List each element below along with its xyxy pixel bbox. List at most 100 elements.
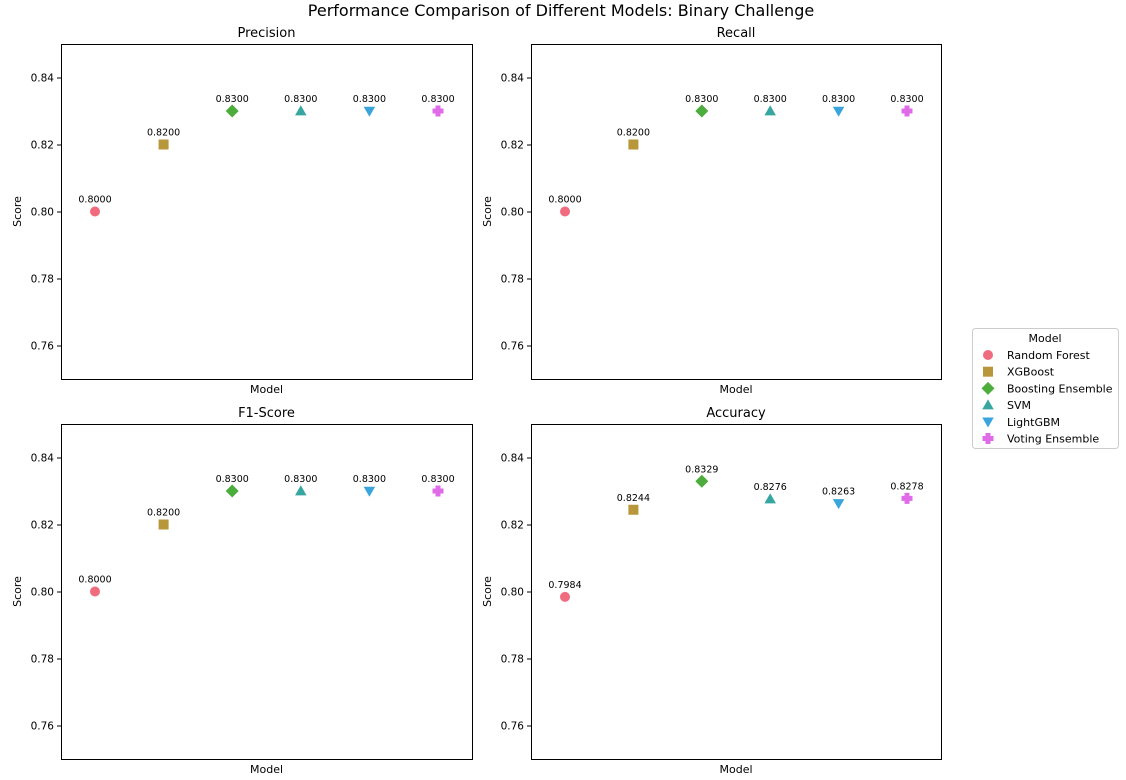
data-point-random-forest <box>90 586 100 597</box>
data-point-lightgbm <box>363 486 376 497</box>
y-axis-label: Score <box>481 576 494 607</box>
plot-frame <box>61 44 473 380</box>
data-point-random-forest <box>560 206 570 217</box>
data-label: 0.8300 <box>353 474 386 485</box>
subplot-title: F1-Score <box>238 406 295 421</box>
y-tick-label: 0.80 <box>501 207 524 219</box>
y-tick-label: 0.78 <box>31 274 54 286</box>
data-point-voting-ensemble <box>432 105 444 117</box>
plot-frame <box>61 424 473 760</box>
y-tick-label: 0.82 <box>501 140 524 152</box>
legend-marker-lightgbm <box>982 417 994 428</box>
data-label: 0.8276 <box>754 482 787 493</box>
subplots: Precision 0.76 0.78 0.80 0.82 0.84 Model Score 0… <box>11 26 942 776</box>
legend-marker-random-forest <box>983 350 993 360</box>
y-tick-label: 0.80 <box>31 587 54 599</box>
y-axis-label: Score <box>11 576 24 607</box>
data-label: 0.8300 <box>216 94 249 105</box>
data-label: 0.8300 <box>353 94 386 105</box>
y-tick-label: 0.84 <box>501 453 525 465</box>
data-label: 0.8278 <box>890 481 923 492</box>
data-label: 0.8300 <box>754 94 787 105</box>
y-tick-label: 0.84 <box>31 453 55 465</box>
data-point-voting-ensemble <box>432 485 444 497</box>
y-tick-label: 0.76 <box>31 721 55 733</box>
y-axis-label: Score <box>11 196 24 227</box>
y-tick-label: 0.84 <box>501 73 525 85</box>
data-point-xgboost <box>628 504 639 515</box>
legend-marker-svm <box>982 399 994 410</box>
data-point-boosting-ensemble <box>225 104 239 118</box>
data-label: 0.8300 <box>685 94 718 105</box>
y-tick-label: 0.76 <box>31 341 55 353</box>
legend-marker-boosting-ensemble <box>981 381 995 395</box>
data-point-xgboost <box>628 139 639 150</box>
legend-item-voting-ensemble: Voting Ensemble <box>1007 433 1099 446</box>
legend-item-svm: SVM <box>1007 399 1031 412</box>
x-axis-label: Model <box>250 383 283 396</box>
data-point-svm <box>764 105 776 116</box>
legend-title: Model <box>1028 332 1061 345</box>
subplot-precision: Precision 0.76 0.78 0.80 0.82 0.84 Model Score 0… <box>11 26 473 396</box>
legend: Model Random Forest XGBoost Boosting Ensemb… <box>972 328 1119 449</box>
subplot-accuracy: Accuracy 0.76 0.78 0.80 0.82 0.84 Model Score 0.… <box>481 406 942 776</box>
subplot-title: Precision <box>237 26 295 41</box>
data-point-voting-ensemble <box>901 105 913 117</box>
data-label: 0.8000 <box>78 195 111 206</box>
data-label: 0.8300 <box>284 474 317 485</box>
data-label: 0.8200 <box>617 128 650 139</box>
y-tick-label: 0.80 <box>31 207 54 219</box>
data-point-svm <box>295 485 307 496</box>
legend-item-lightgbm: LightGBM <box>1007 416 1060 429</box>
legend-item-xgboost: XGBoost <box>1007 366 1055 379</box>
legend-marker-voting-ensemble <box>982 433 994 444</box>
data-label: 0.8244 <box>617 493 650 504</box>
data-point-lightgbm <box>832 106 845 117</box>
data-label: 0.8263 <box>822 486 855 497</box>
legend-item-boosting-ensemble: Boosting Ensemble <box>1007 382 1113 395</box>
plot-frame <box>531 424 942 760</box>
y-tick-label: 0.78 <box>501 654 524 666</box>
y-tick-label: 0.80 <box>501 587 524 599</box>
data-label: 0.8000 <box>78 575 111 586</box>
legend-box <box>972 328 1119 449</box>
x-axis-label: Model <box>719 763 752 776</box>
data-point-boosting-ensemble <box>695 104 709 118</box>
data-label: 0.8300 <box>890 94 923 105</box>
data-point-xgboost <box>158 139 169 150</box>
plot-frame <box>531 44 942 380</box>
data-point-random-forest <box>90 206 100 217</box>
legend-marker-xgboost <box>983 366 993 377</box>
data-point-voting-ensemble <box>901 492 913 504</box>
data-point-lightgbm <box>363 106 376 117</box>
x-axis-label: Model <box>719 383 752 396</box>
data-label: 0.8200 <box>147 508 180 519</box>
y-tick-label: 0.82 <box>501 520 524 532</box>
data-label: 0.8300 <box>421 474 454 485</box>
data-point-svm <box>295 105 307 116</box>
y-axis-label: Score <box>481 196 494 227</box>
data-label: 0.8300 <box>216 474 249 485</box>
data-point-boosting-ensemble <box>225 484 239 498</box>
data-label: 0.8300 <box>421 94 454 105</box>
y-tick-label: 0.78 <box>31 654 54 666</box>
y-tick-label: 0.78 <box>501 274 524 286</box>
data-label: 0.8329 <box>685 464 718 475</box>
data-point-lightgbm <box>832 499 845 510</box>
y-tick-label: 0.84 <box>31 73 55 85</box>
data-point-xgboost <box>158 519 169 530</box>
x-axis-label: Model <box>250 763 283 776</box>
subplot-f1-score: F1-Score 0.76 0.78 0.80 0.82 0.84 Model Score 0.… <box>11 406 473 776</box>
data-point-random-forest <box>560 591 570 602</box>
subplot-recall: Recall 0.76 0.78 0.80 0.82 0.84 Model Score 0.80… <box>481 26 942 396</box>
subplot-title: Accuracy <box>706 406 766 421</box>
y-tick-label: 0.82 <box>31 520 54 532</box>
legend-item-random-forest: Random Forest <box>1007 349 1090 362</box>
subplot-title: Recall <box>717 26 756 41</box>
data-label: 0.8300 <box>822 94 855 105</box>
data-label: 0.8300 <box>284 94 317 105</box>
data-label: 0.7984 <box>548 580 581 591</box>
figure-title: Performance Comparison of Different Mode… <box>308 1 814 20</box>
y-tick-label: 0.82 <box>31 140 54 152</box>
